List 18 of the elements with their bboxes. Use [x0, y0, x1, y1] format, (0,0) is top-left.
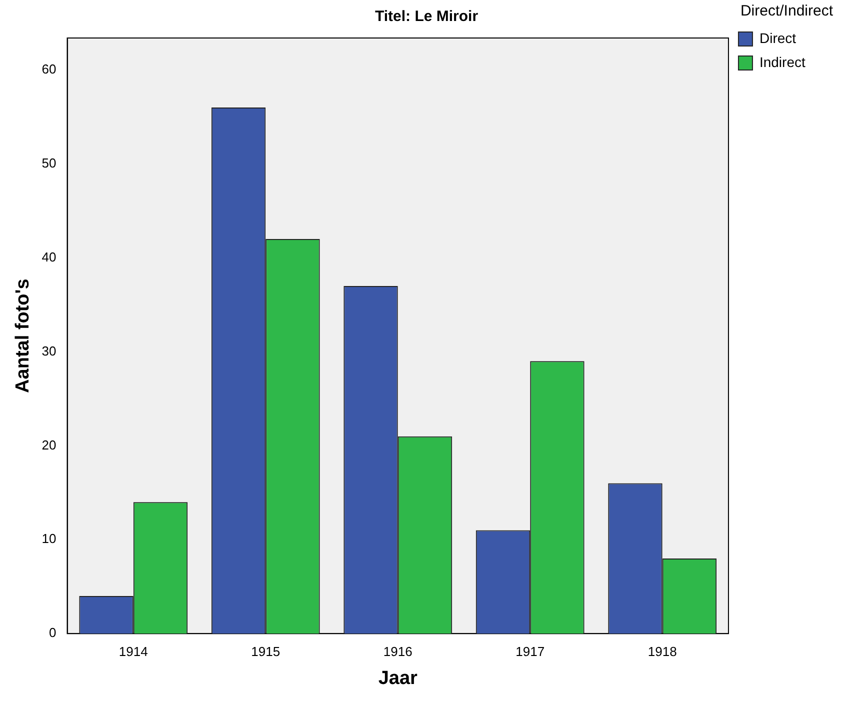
x-tick-label: 1915 [251, 644, 280, 659]
y-tick-label: 30 [42, 343, 56, 358]
legend-label: Indirect [759, 54, 806, 70]
y-tick-label: 20 [42, 437, 56, 452]
x-tick-label: 1916 [383, 644, 412, 659]
y-axis-title: Aantal foto's [12, 278, 34, 393]
x-tick-label: 1914 [118, 644, 148, 659]
y-tick-label: 0 [49, 625, 56, 640]
chart-title: Titel: Le Miroir [374, 8, 478, 26]
y-tick-label: 40 [42, 249, 56, 264]
x-axis-title: Jaar [378, 668, 418, 689]
y-tick-label: 10 [42, 531, 56, 546]
y-tick-label: 50 [42, 155, 56, 170]
y-tick-label: 60 [42, 62, 56, 77]
legend-title: Direct/Indirect [740, 2, 834, 20]
legend-label: Direct [759, 30, 796, 46]
x-tick-label: 1917 [516, 644, 545, 659]
x-tick-label: 1918 [648, 644, 677, 659]
